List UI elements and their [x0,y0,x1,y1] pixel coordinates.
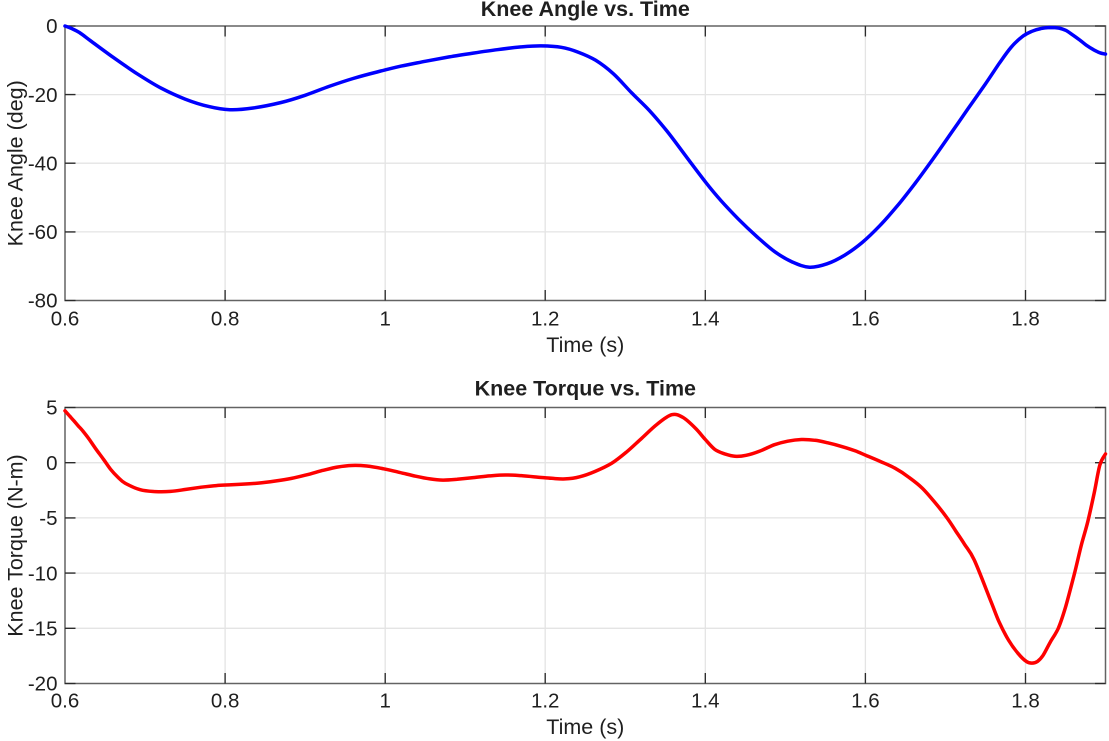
svg-text:Knee Torque vs. Time: Knee Torque vs. Time [475,377,696,401]
svg-text:-60: -60 [28,221,58,244]
svg-text:1.8: 1.8 [1011,308,1040,331]
svg-text:1.4: 1.4 [691,308,720,331]
svg-text:1.6: 1.6 [851,690,880,713]
svg-text:0.8: 0.8 [211,690,240,713]
svg-text:0: 0 [46,15,57,38]
svg-text:-20: -20 [28,84,58,107]
svg-text:1.6: 1.6 [851,308,880,331]
svg-text:0: 0 [46,452,57,475]
svg-text:-80: -80 [28,290,58,313]
svg-text:Time (s): Time (s) [546,333,624,357]
svg-text:1: 1 [379,308,390,331]
svg-text:Time (s): Time (s) [546,715,624,739]
svg-text:1.4: 1.4 [691,690,720,713]
svg-text:Knee Torque (N-m): Knee Torque (N-m) [3,454,27,636]
svg-text:1.2: 1.2 [531,690,560,713]
svg-text:0.6: 0.6 [51,690,80,713]
svg-text:Knee Angle (deg): Knee Angle (deg) [3,80,27,246]
svg-text:0.8: 0.8 [211,308,240,331]
svg-text:1.2: 1.2 [531,308,560,331]
svg-text:0.6: 0.6 [51,308,80,331]
svg-text:5: 5 [46,397,57,420]
svg-text:-20: -20 [28,673,58,696]
svg-text:-10: -10 [28,562,58,585]
svg-text:1.8: 1.8 [1011,690,1040,713]
svg-text:1: 1 [379,690,390,713]
svg-text:Knee Angle vs. Time: Knee Angle vs. Time [481,0,690,21]
svg-text:-40: -40 [28,152,58,175]
svg-text:-5: -5 [39,507,57,530]
svg-text:-15: -15 [28,618,58,641]
